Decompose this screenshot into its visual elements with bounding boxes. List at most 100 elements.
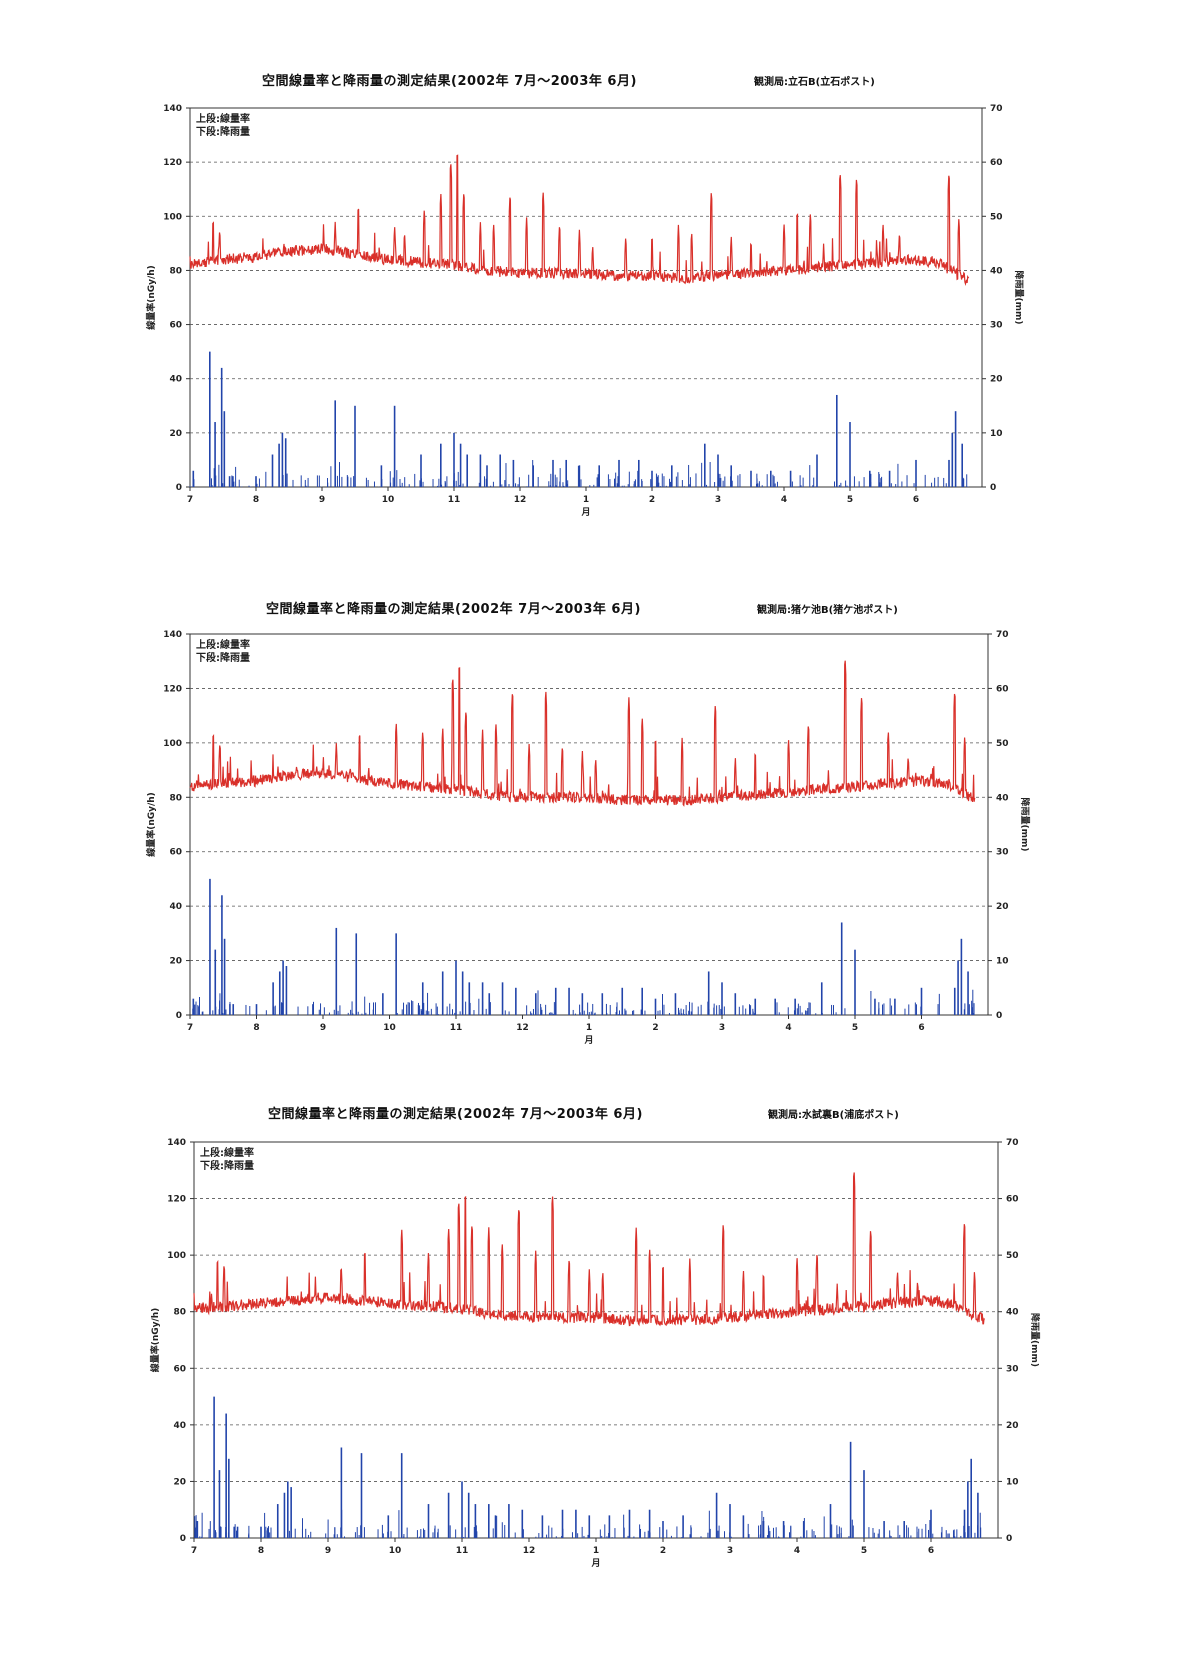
y-left-tick-label: 40 [169, 375, 182, 385]
y-right-tick-label: 30 [1006, 1364, 1019, 1374]
y-right-tick-label: 60 [990, 158, 1003, 168]
x-tick-label: 8 [253, 495, 259, 505]
x-tick-label: 11 [450, 1023, 463, 1033]
x-tick-label: 12 [514, 495, 527, 505]
x-tick-label: 3 [727, 1546, 733, 1556]
y-right-tick-label: 40 [990, 266, 1003, 276]
y-left-axis-label: 線量率(nGy/h) [145, 792, 157, 857]
chart-svg-3: 0204060801001201400102030405060707 8 9 10 11… [0, 1095, 1183, 1635]
x-tick-label: 12 [516, 1023, 529, 1033]
y-left-tick-label: 0 [180, 1534, 186, 1544]
y-right-tick-label: 10 [1006, 1477, 1019, 1487]
x-tick-label: 3 [719, 1023, 725, 1033]
y-right-tick-label: 60 [1006, 1195, 1019, 1205]
y-left-tick-label: 20 [169, 429, 182, 439]
x-tick-label: 7 [191, 1546, 197, 1556]
y-left-tick-label: 60 [169, 321, 182, 331]
dose-rate-line [194, 1173, 985, 1326]
y-right-tick-label: 40 [996, 793, 1009, 803]
y-right-tick-label: 0 [1006, 1534, 1012, 1544]
dose-rate-line [190, 661, 975, 806]
x-tick-label: 8 [258, 1546, 264, 1556]
legend-entry: 上段:線量率 [196, 112, 250, 125]
x-tick-label: 2 [649, 495, 655, 505]
x-tick-label: 9 [320, 1023, 326, 1033]
x-tick-label: 2 [652, 1023, 658, 1033]
y-right-tick-label: 50 [996, 739, 1009, 749]
x-axis-label: 月 [583, 1035, 593, 1046]
x-axis-label: 月 [590, 1558, 600, 1569]
plot-frame [190, 634, 988, 1015]
x-tick-label: 4 [785, 1023, 791, 1033]
x-tick-label: 11 [456, 1546, 469, 1556]
x-tick-label: 10 [382, 495, 395, 505]
x-tick-label: 8 [253, 1023, 259, 1033]
x-tick-label: 4 [781, 495, 787, 505]
legend-entry: 下段:降雨量 [196, 651, 250, 664]
plot-frame [194, 1142, 998, 1538]
y-right-tick-label: 60 [996, 684, 1009, 694]
y-right-tick-label: 10 [990, 429, 1003, 439]
x-axis-label: 月 [580, 507, 590, 518]
y-right-tick-label: 70 [990, 104, 1003, 114]
x-tick-label: 12 [523, 1546, 536, 1556]
x-tick-label: 11 [448, 495, 461, 505]
x-tick-label: 10 [389, 1546, 402, 1556]
y-right-tick-label: 0 [996, 1011, 1002, 1021]
x-tick-label: 9 [325, 1546, 331, 1556]
y-right-tick-label: 30 [996, 848, 1009, 858]
x-tick-label: 5 [847, 495, 853, 505]
x-tick-label: 6 [928, 1546, 934, 1556]
y-left-tick-label: 120 [163, 684, 182, 694]
y-right-axis-label: 降雨量(mm) [1029, 1313, 1041, 1367]
y-right-axis-label: 降雨量(mm) [1019, 798, 1031, 852]
chart-panel-1: 空間線量率と降雨量の測定結果(2002年 7月～2003年 6月) 観測局:立石… [0, 60, 1183, 600]
y-left-tick-label: 20 [169, 957, 182, 967]
chart-panel-3: 空間線量率と降雨量の測定結果(2002年 7月～2003年 6月) 観測局:水試… [0, 1095, 1183, 1635]
y-left-tick-label: 80 [169, 266, 182, 276]
y-right-tick-label: 50 [1006, 1251, 1019, 1261]
y-right-tick-label: 10 [996, 957, 1009, 967]
x-tick-label: 1 [586, 1023, 592, 1033]
y-left-tick-label: 120 [163, 158, 182, 168]
y-left-tick-label: 100 [163, 212, 182, 222]
legend-entry: 下段:降雨量 [196, 125, 250, 138]
y-left-tick-label: 60 [169, 848, 182, 858]
legend-entry: 上段:線量率 [196, 638, 250, 651]
y-left-tick-label: 40 [173, 1421, 186, 1431]
y-right-tick-label: 40 [1006, 1308, 1019, 1318]
x-tick-label: 3 [715, 495, 721, 505]
x-tick-label: 9 [319, 495, 325, 505]
y-left-tick-label: 20 [173, 1477, 186, 1487]
dose-rate-line [190, 155, 969, 283]
y-right-tick-label: 70 [1006, 1138, 1019, 1148]
x-tick-label: 5 [861, 1546, 867, 1556]
y-left-tick-label: 140 [163, 104, 182, 114]
y-right-tick-label: 20 [996, 902, 1009, 912]
x-tick-label: 2 [660, 1546, 666, 1556]
y-left-axis-label: 線量率(nGy/h) [145, 265, 157, 330]
legend-entry: 下段:降雨量 [200, 1159, 254, 1172]
y-left-tick-label: 40 [169, 902, 182, 912]
y-left-tick-label: 80 [169, 793, 182, 803]
y-left-tick-label: 140 [167, 1138, 186, 1148]
y-left-tick-label: 0 [176, 483, 182, 493]
x-tick-label: 6 [913, 495, 919, 505]
x-tick-label: 7 [187, 1023, 193, 1033]
x-tick-label: 1 [583, 495, 589, 505]
x-tick-label: 6 [918, 1023, 924, 1033]
y-left-tick-label: 100 [167, 1251, 186, 1261]
y-right-axis-label: 降雨量(mm) [1013, 271, 1025, 325]
x-tick-label: 10 [383, 1023, 396, 1033]
chart-panel-2: 空間線量率と降雨量の測定結果(2002年 7月～2003年 6月) 観測局:猪ケ… [0, 588, 1183, 1128]
y-left-axis-label: 線量率(nGy/h) [149, 1308, 161, 1373]
y-right-tick-label: 70 [996, 630, 1009, 640]
x-tick-label: 5 [852, 1023, 858, 1033]
legend-entry: 上段:線量率 [200, 1146, 254, 1159]
y-left-tick-label: 100 [163, 739, 182, 749]
y-right-tick-label: 20 [990, 375, 1003, 385]
y-left-tick-label: 0 [176, 1011, 182, 1021]
y-right-tick-label: 50 [990, 212, 1003, 222]
